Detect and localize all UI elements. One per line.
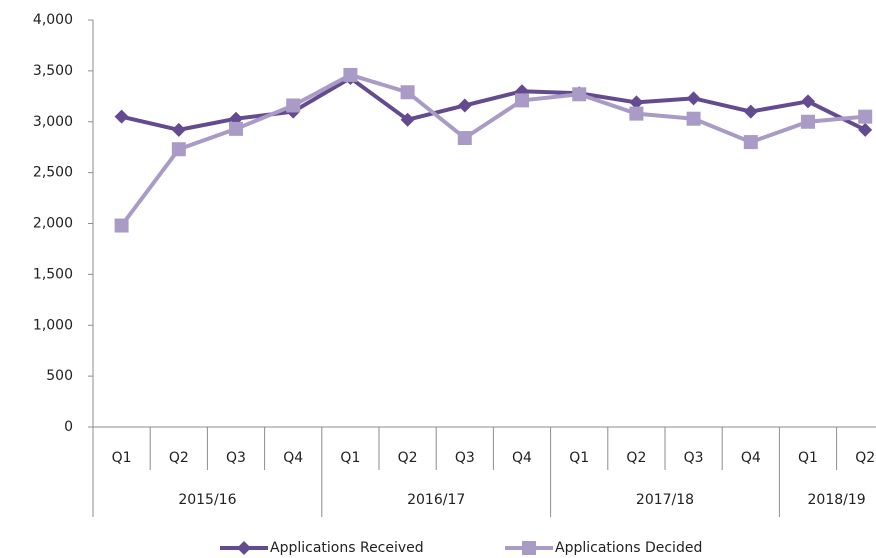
x-tick-label: Q4 bbox=[512, 450, 532, 466]
legend-marker bbox=[522, 541, 536, 555]
group-label: 2018/19 bbox=[808, 492, 866, 508]
point-marker bbox=[801, 94, 815, 109]
point-marker bbox=[286, 98, 301, 113]
point-marker bbox=[114, 109, 129, 124]
legend-label: Applications Decided bbox=[555, 540, 702, 556]
x-tick-label: Q4 bbox=[283, 450, 303, 466]
x-tick-label: Q4 bbox=[741, 450, 761, 466]
point-marker bbox=[801, 114, 815, 129]
x-tick-label: Q3 bbox=[455, 450, 475, 466]
point-marker bbox=[686, 111, 701, 126]
x-tick-label: Q1 bbox=[112, 450, 132, 466]
point-marker bbox=[457, 131, 472, 146]
y-tick-label: 1,500 bbox=[33, 266, 73, 282]
x-tick-label: Q3 bbox=[226, 450, 246, 466]
y-tick-label: 3,500 bbox=[33, 63, 73, 79]
point-marker bbox=[400, 85, 415, 100]
group-label: 2017/18 bbox=[636, 492, 694, 508]
x-tick-label: Q1 bbox=[569, 450, 589, 466]
point-marker bbox=[686, 91, 701, 106]
point-marker bbox=[572, 87, 587, 102]
x-tick-label: Q2 bbox=[398, 450, 418, 466]
point-marker bbox=[858, 122, 873, 137]
legend-marker bbox=[237, 541, 251, 555]
x-tick-label: Q1 bbox=[340, 450, 360, 466]
y-tick-label: 2,500 bbox=[33, 165, 73, 181]
y-tick-label: 1,000 bbox=[33, 317, 73, 333]
x-tick-label: Q2 bbox=[626, 450, 646, 466]
point-marker bbox=[858, 109, 873, 124]
point-marker bbox=[743, 104, 758, 119]
point-marker bbox=[171, 122, 186, 137]
y-tick-label: 0 bbox=[64, 419, 73, 435]
point-marker bbox=[114, 218, 129, 233]
point-marker bbox=[457, 98, 472, 113]
x-tick-label: Q2 bbox=[855, 450, 875, 466]
point-marker bbox=[400, 112, 415, 127]
x-tick-label: Q2 bbox=[169, 450, 189, 466]
series-line bbox=[119, 72, 866, 227]
group-label: 2016/17 bbox=[407, 492, 465, 508]
point-marker bbox=[229, 121, 243, 136]
y-tick-label: 500 bbox=[46, 368, 73, 384]
y-tick-label: 4,000 bbox=[33, 12, 73, 28]
group-label: 2015/16 bbox=[178, 492, 236, 508]
x-tick-label: Q3 bbox=[684, 450, 704, 466]
point-marker bbox=[171, 142, 186, 157]
point-marker bbox=[515, 93, 529, 108]
y-tick-label: 2,000 bbox=[33, 216, 73, 232]
series-line bbox=[121, 75, 867, 132]
point-marker bbox=[743, 135, 758, 150]
point-marker bbox=[343, 67, 358, 82]
y-tick-label: 3,000 bbox=[33, 114, 73, 130]
legend-label: Applications Received bbox=[270, 540, 424, 556]
point-marker bbox=[629, 95, 644, 110]
point-marker bbox=[629, 106, 644, 121]
x-tick-label: Q1 bbox=[798, 450, 818, 466]
